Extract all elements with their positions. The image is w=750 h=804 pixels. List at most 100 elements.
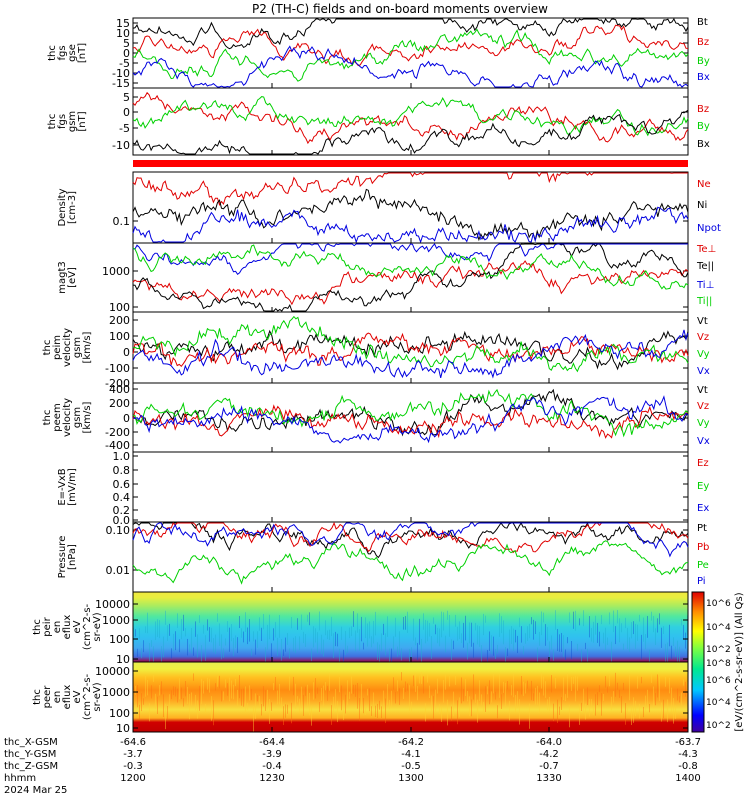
series-Vx	[132, 329, 689, 379]
y-tick-label: 1000	[102, 686, 130, 699]
x-tick-label: -0.3	[123, 761, 143, 772]
series-Npot	[132, 206, 689, 244]
series-Te||	[132, 243, 689, 312]
y-axis-label: eV	[72, 620, 83, 633]
y-axis-label: fgs	[57, 45, 68, 60]
panel-ion_spectrogram: 10000 1000 100 10 thc peir en eflux eV (cm^2-s-sr…	[32, 591, 689, 676]
y-tick-label: 1000	[102, 614, 130, 627]
y-axis-label: gsm	[67, 111, 78, 132]
legend-Pi: Pi	[697, 576, 706, 587]
series-Ni	[132, 188, 689, 242]
legend-Npot: Npot	[697, 223, 721, 234]
series-Bt	[132, 17, 689, 50]
y-tick-label: 0.1	[113, 215, 131, 228]
y-axis-label: [nT]	[77, 43, 88, 63]
y-tick-label: 1.0	[113, 450, 131, 463]
y-tick-label: 15	[116, 17, 130, 30]
series-Bx	[132, 45, 689, 88]
y-tick-label: 0.8	[113, 464, 131, 477]
series-Vy	[132, 388, 689, 438]
y-axis-label: [cm-3]	[67, 191, 78, 224]
series-Bz	[132, 24, 689, 67]
legend-Pe: Pe	[697, 560, 709, 571]
legend-Bx: Bx	[697, 72, 710, 83]
y-tick-label: 0.01	[106, 564, 131, 577]
legend-Te||: Te||	[696, 261, 714, 272]
panel-fgs_gsm: 5 0 -5 -10 thc fgs gsm [nT] Bz By Bx	[47, 87, 710, 156]
legend-Bt: Bt	[697, 17, 708, 28]
y-axis-label: sr-eV)	[92, 612, 103, 641]
panel-e_field: 1.00.80.60.40.20.0 E=-VxB [mV/m] Ez Ey Ex	[57, 450, 709, 527]
y-axis-label: thc	[32, 619, 43, 635]
y-axis-label: [km/s]	[82, 401, 93, 433]
panel-peim_velocity: 200 100 0 -100 -200 thc peim velocity gsm [km/s] V…	[42, 311, 710, 390]
x-tick-label: -64.6	[120, 737, 146, 748]
y-tick-label: -15	[112, 77, 130, 90]
y-axis-label: thc	[47, 114, 58, 130]
x-tick-label: -0.7	[539, 761, 559, 772]
legend-Vz: Vz	[697, 332, 709, 343]
panel-frame	[132, 451, 689, 523]
y-tick-label: -10	[112, 139, 130, 152]
legend-Pb: Pb	[697, 542, 709, 553]
x-tick-label: -0.4	[262, 761, 282, 772]
x-tick-label: 1200	[120, 773, 145, 784]
panel-temperature: 1000 100 magt3 [eV] Te⊥ Te|| Ti⊥ Ti||	[57, 242, 716, 314]
colorbar-tick: 10^4	[706, 623, 731, 633]
plot-date: 2024 Mar 25	[4, 785, 67, 796]
plot-title: P2 (TH-C) fields and on-board moments ov…	[252, 2, 548, 16]
series-Ti⊥	[132, 243, 688, 276]
y-tick-label: 0	[123, 106, 130, 119]
x-tick-label: 1400	[675, 773, 700, 784]
legend-Ez: Ez	[697, 458, 709, 469]
series-Vz	[132, 332, 689, 368]
x-axis-row-label: thc_Y-GSM	[4, 749, 56, 760]
x-tick-label: -64.2	[398, 737, 424, 748]
y-tick-label: 5	[123, 37, 130, 50]
legend-Pt: Pt	[697, 523, 707, 534]
legend-By: By	[697, 121, 710, 132]
y-tick-label: 100	[109, 330, 130, 343]
y-tick-label: 100	[109, 707, 130, 720]
series-Pe	[132, 540, 689, 585]
y-axis-label: [km/s]	[82, 331, 93, 363]
spectrogram-texture	[133, 610, 688, 676]
y-axis-label: en	[52, 691, 63, 704]
legend-Vy: Vy	[697, 349, 710, 360]
spectrogram-ion_spectrogram	[133, 592, 688, 662]
y-axis-label: thc	[47, 45, 58, 61]
y-axis-label: Density	[57, 188, 68, 226]
series-Vy	[132, 315, 689, 373]
y-axis-label: en	[52, 621, 63, 634]
series-Vt	[132, 329, 689, 371]
panel-electron_spectrogram: 10000 1000 100 10 thc peer en eflux eV (cm^2-s-sr…	[32, 661, 689, 735]
legend-Vx: Vx	[697, 436, 710, 447]
x-tick-label: -3.7	[123, 749, 143, 760]
x-axis-row-label: thc_Z-GSM	[4, 761, 58, 772]
y-tick-label: 1000	[102, 265, 130, 278]
series-Vt	[132, 388, 689, 437]
series-Pi	[132, 522, 689, 558]
y-tick-label: 0	[123, 346, 130, 359]
y-axis-label: sr-eV)	[92, 682, 103, 711]
series-Vz	[132, 404, 689, 439]
legend-Ey: Ey	[697, 481, 709, 492]
y-tick-label: -5	[119, 57, 130, 70]
y-tick-label: -100	[105, 362, 130, 375]
legend-Te⊥: Te⊥	[696, 244, 716, 255]
colorbar-tick: 10^2	[706, 645, 731, 655]
y-axis-label: fgs	[57, 114, 68, 129]
spectrogram-electron_spectrogram	[133, 662, 688, 732]
series-Ti||	[132, 244, 689, 290]
y-axis-label: E=-VxB	[57, 468, 68, 505]
y-tick-label: -200	[105, 426, 130, 439]
y-axis-label: peim	[52, 335, 63, 360]
y-tick-label: 5	[123, 91, 130, 104]
y-tick-label: 0.0	[113, 514, 131, 527]
y-axis-label: thc	[42, 340, 53, 356]
series-Bz	[132, 91, 689, 145]
series-Pb	[132, 521, 689, 554]
panel-frame	[132, 521, 689, 593]
